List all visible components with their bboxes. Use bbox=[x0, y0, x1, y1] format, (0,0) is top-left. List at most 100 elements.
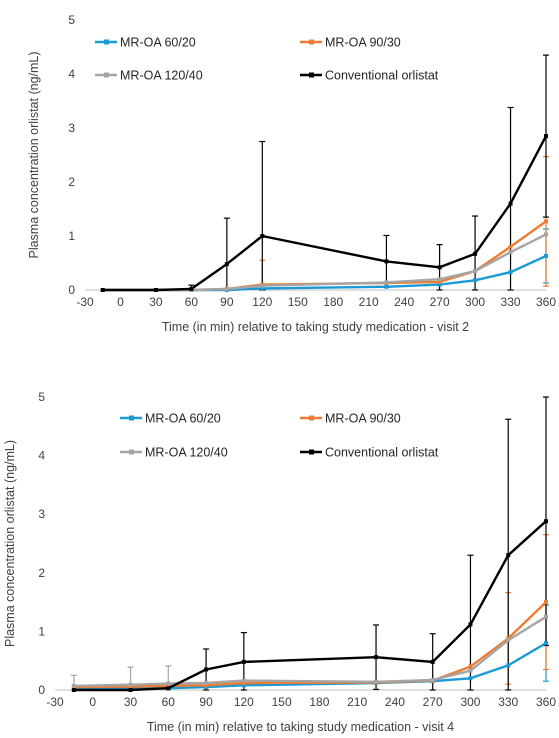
x-tick-label: 150 bbox=[288, 295, 308, 309]
x-tick-label: 0 bbox=[117, 295, 124, 309]
data-point bbox=[71, 688, 76, 692]
y-tick-label: 1 bbox=[68, 229, 75, 243]
y-tick-label: 3 bbox=[68, 121, 75, 135]
data-point bbox=[189, 286, 194, 291]
x-axis-title: Time (in min) relative to taking study m… bbox=[147, 720, 454, 734]
y-tick-label: 5 bbox=[68, 13, 75, 27]
legend-swatch-marker bbox=[104, 39, 109, 45]
data-point bbox=[241, 680, 246, 685]
legend-swatch-marker bbox=[309, 415, 314, 421]
x-axis-title: Time (in min) relative to taking study m… bbox=[162, 320, 469, 334]
data-point bbox=[544, 519, 548, 524]
data-point bbox=[544, 614, 548, 619]
x-tick-label: 0 bbox=[89, 695, 96, 709]
legend-label: Conventional orlistat bbox=[325, 446, 439, 460]
x-tick-label: 60 bbox=[162, 695, 176, 709]
data-point bbox=[241, 678, 246, 683]
series-line-conventional-orlistat bbox=[73, 520, 547, 692]
data-point bbox=[468, 668, 473, 673]
data-point bbox=[128, 682, 133, 687]
legend-label: MR-OA 90/30 bbox=[325, 36, 401, 50]
data-point bbox=[544, 253, 548, 258]
data-point bbox=[508, 270, 513, 275]
x-tick-label: 180 bbox=[309, 695, 329, 709]
x-tick-label: 90 bbox=[199, 695, 213, 709]
data-point bbox=[508, 250, 513, 255]
data-point bbox=[473, 251, 478, 256]
y-tick-label: 4 bbox=[38, 449, 45, 463]
chart-panel-1: -30 0 30 60 90 120 150 180 210 240 270 300 330 360012… bbox=[27, 13, 556, 334]
x-tick-label: 360 bbox=[536, 295, 556, 309]
x-tick-label: 90 bbox=[220, 295, 234, 309]
data-point bbox=[468, 664, 473, 669]
data-point bbox=[384, 259, 389, 264]
data-point bbox=[437, 279, 442, 284]
data-point bbox=[384, 280, 389, 285]
x-tick-label: 210 bbox=[359, 295, 379, 309]
data-point bbox=[473, 278, 478, 283]
y-tick-label: 5 bbox=[38, 390, 45, 404]
series-line-mr-oa-120-40 bbox=[73, 615, 547, 688]
chart-panel-2: -30 0 30 60 90 120 150 180 210 240 270 300 330 360012… bbox=[3, 390, 556, 734]
legend-label: MR-OA 120/40 bbox=[120, 69, 203, 83]
data-point bbox=[260, 286, 265, 291]
data-point bbox=[224, 286, 229, 291]
data-point bbox=[437, 282, 442, 287]
x-tick-label: 300 bbox=[465, 295, 485, 309]
data-point bbox=[430, 659, 435, 664]
x-tick-label: -30 bbox=[46, 695, 64, 709]
legend-swatch-marker bbox=[309, 72, 314, 78]
x-tick-label: 120 bbox=[252, 295, 272, 309]
data-point bbox=[153, 288, 158, 292]
data-point bbox=[384, 284, 389, 289]
data-point bbox=[468, 676, 473, 681]
data-point bbox=[374, 655, 379, 660]
data-point bbox=[374, 679, 379, 684]
data-point bbox=[204, 683, 209, 688]
data-point bbox=[508, 244, 513, 249]
x-tick-label: 330 bbox=[498, 695, 518, 709]
data-point bbox=[166, 683, 171, 688]
legend-label: MR-OA 60/20 bbox=[145, 412, 221, 426]
data-point bbox=[506, 663, 511, 668]
x-tick-label: 120 bbox=[234, 695, 254, 709]
data-point bbox=[128, 688, 133, 692]
data-point bbox=[204, 680, 209, 685]
y-tick-label: 3 bbox=[38, 507, 45, 521]
data-point bbox=[224, 262, 229, 267]
y-tick-label: 2 bbox=[38, 566, 45, 580]
x-tick-label: -30 bbox=[76, 295, 94, 309]
y-axis-title: Plasma concentration orlistat (ng/mL) bbox=[3, 440, 17, 647]
data-point bbox=[241, 659, 246, 664]
data-point bbox=[260, 283, 265, 288]
legend-swatch-marker bbox=[129, 449, 134, 455]
data-point bbox=[260, 234, 265, 238]
data-point bbox=[473, 269, 478, 274]
x-tick-label: 360 bbox=[536, 695, 556, 709]
legend-swatch-marker bbox=[129, 415, 134, 421]
y-axis-title: Plasma concentration orlistat (ng/mL) bbox=[27, 51, 41, 258]
data-point bbox=[100, 288, 105, 292]
data-point bbox=[437, 265, 442, 270]
data-point bbox=[544, 232, 548, 237]
data-point bbox=[544, 219, 548, 224]
data-point bbox=[241, 683, 246, 688]
y-tick-label: 4 bbox=[68, 67, 75, 81]
data-point bbox=[508, 201, 513, 206]
series-line-mr-oa-120-40 bbox=[102, 233, 547, 292]
x-tick-label: 330 bbox=[501, 295, 521, 309]
series-line-conventional-orlistat bbox=[102, 135, 548, 292]
y-tick-label: 0 bbox=[38, 683, 45, 697]
x-tick-label: 270 bbox=[430, 295, 450, 309]
legend-swatch-marker bbox=[309, 449, 314, 455]
x-tick-label: 270 bbox=[423, 695, 443, 709]
x-tick-label: 240 bbox=[385, 695, 405, 709]
y-tick-label: 1 bbox=[38, 624, 45, 638]
legend-swatch-marker bbox=[309, 39, 314, 45]
data-point bbox=[430, 678, 435, 683]
data-point bbox=[437, 277, 442, 282]
legend-label: MR-OA 90/30 bbox=[325, 412, 401, 426]
y-tick-label: 0 bbox=[68, 283, 75, 297]
x-tick-label: 30 bbox=[149, 295, 163, 309]
